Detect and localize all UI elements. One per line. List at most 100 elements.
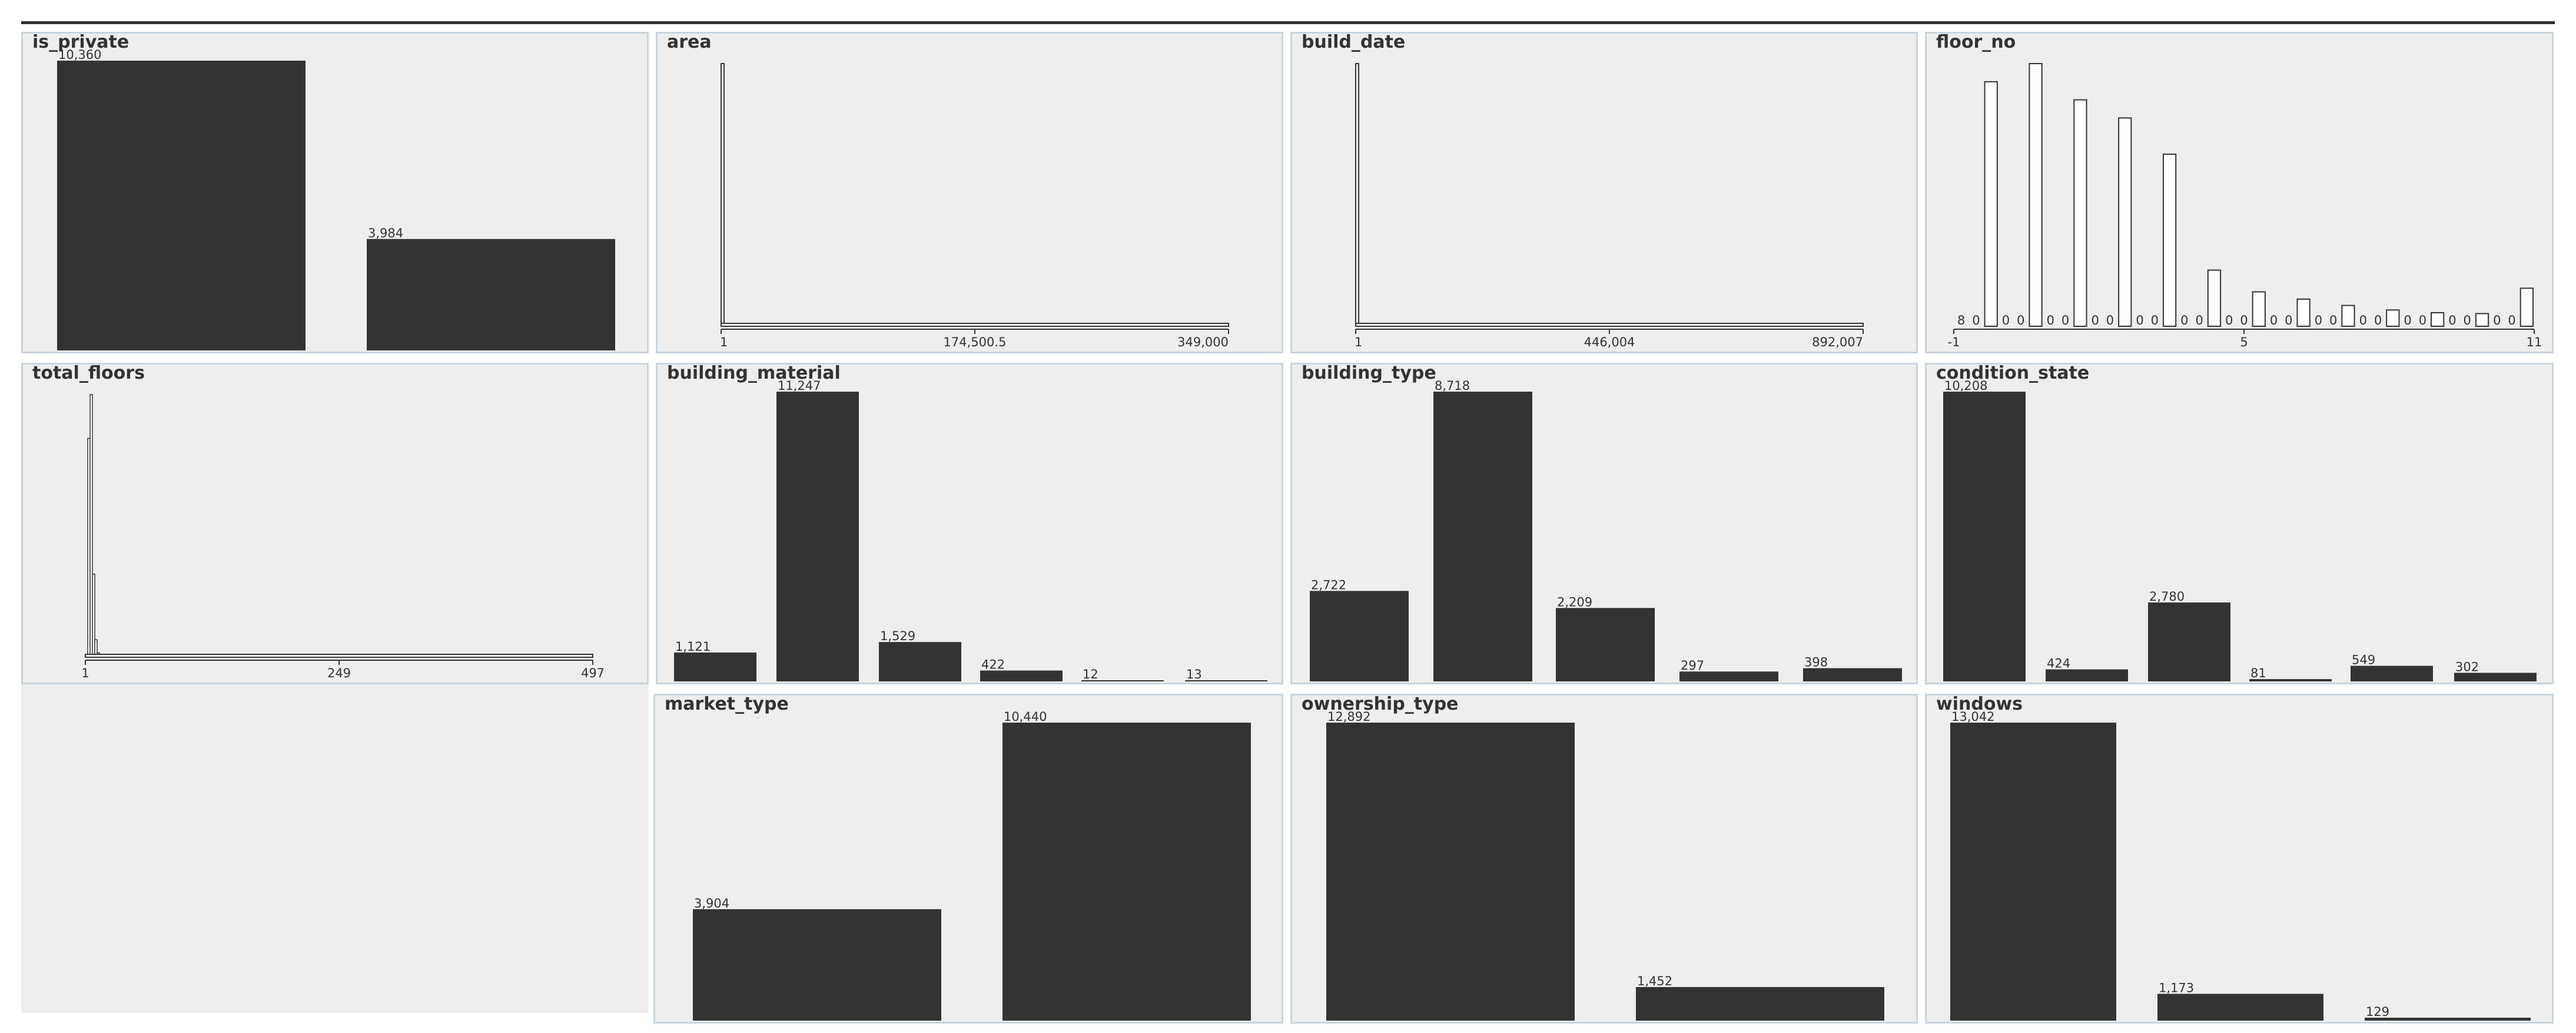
chart-panel-building-material: building_material 1,121 11,247 1,529 422 12 13: [656, 363, 1283, 684]
bar: [1433, 392, 1532, 681]
bar-value-label: 1,173: [2159, 981, 2194, 995]
x-tick-label: 892,007: [1812, 335, 1863, 349]
chart-plot: 13,042 1,173 129: [1950, 710, 2531, 1021]
bar-value-label: 0: [2419, 313, 2426, 327]
chart-panel-ownership-type: ownership_type 12,892 1,452: [1290, 694, 1918, 1024]
chart-title: area: [663, 34, 715, 52]
bar-value-label: 422: [981, 658, 1005, 672]
bar-value-label: 0: [2151, 313, 2159, 327]
chart-plot: 1 446,004 892,007: [1355, 63, 1864, 349]
bar: [1984, 81, 1998, 327]
bar-value-label: 0: [2374, 313, 2382, 327]
x-tick-label: 1: [1355, 335, 1362, 349]
bar-value-label: 0: [2002, 313, 2010, 327]
bar: [1185, 680, 1267, 681]
bar: [2365, 1017, 2531, 1021]
bar-value-label: 0: [2106, 313, 2114, 327]
bar: [1326, 723, 1575, 1021]
bar: [879, 642, 961, 681]
bar-value-label: 12: [1083, 667, 1098, 681]
bar: [2351, 666, 2433, 681]
bar-value-label: 11,247: [778, 379, 821, 393]
bar: [57, 61, 306, 350]
bar-value-label: 8,718: [1435, 379, 1470, 393]
bar-value-label: 0: [2047, 313, 2054, 327]
bar: [2249, 679, 2332, 681]
bar: [367, 239, 615, 350]
x-tick-label: -1: [1948, 335, 1960, 349]
chart-panel-floor-no: floor_no 8 0 0 0 0 0 0 0 0 0 0 0 0 0 0 0 0 0 0 0 0 0 0 0 0 0 -1 5 11: [1925, 32, 2554, 353]
bar-value-label: 0: [2285, 313, 2292, 327]
bar: [2157, 994, 2323, 1021]
bar-value-label: 0: [2195, 313, 2203, 327]
chart-plot: 2,722 8,718 2,209 297 398: [1310, 379, 1902, 681]
chart-plot: 10,360 3,984: [57, 48, 615, 350]
bar: [1803, 668, 1902, 681]
chart-plot: 1 249 497: [81, 394, 605, 680]
bar: [2207, 269, 2222, 327]
x-tick-label: 11: [2527, 335, 2542, 349]
chart-panel-condition-state: condition_state 10,208 424 2,780 81 549 302: [1925, 363, 2554, 684]
bar: [2475, 313, 2489, 327]
bar: [1081, 680, 1164, 681]
bar: [674, 652, 756, 681]
top-divider: [21, 21, 2555, 24]
bar: [693, 909, 941, 1021]
bar-value-label: 0: [2359, 313, 2367, 327]
x-tick-label: 1: [720, 335, 728, 349]
bar: [2296, 298, 2311, 327]
bar: [1943, 392, 2026, 681]
chart-title: ownership_type: [1298, 696, 1462, 714]
bar-value-label: 0: [2508, 313, 2515, 327]
chart-plot: 1,121 11,247 1,529 422 12 13: [674, 379, 1267, 681]
bar-value-label: 10,440: [1004, 710, 1047, 724]
chart-panel-build-date: build_date 1 446,004 892,007: [1290, 32, 1918, 353]
bar-value-label: 549: [2352, 653, 2375, 667]
bar: [1636, 987, 1884, 1021]
bar-value-label: 81: [2250, 666, 2266, 680]
bar: [980, 670, 1063, 681]
chart-title: floor_no: [1933, 34, 2020, 52]
bar-value-label: 0: [2464, 313, 2471, 327]
x-tick-label: 174,500.5: [944, 335, 1007, 349]
bar: [776, 392, 859, 681]
x-tick-label: 497: [581, 666, 605, 680]
bar-value-label: 0: [2270, 313, 2278, 327]
bar-value-label: 3,904: [694, 896, 729, 911]
bar-value-label: 10,208: [1944, 379, 1987, 393]
bar: [2162, 153, 2177, 327]
bar-value-label: 297: [1681, 658, 1704, 673]
bar-value-label: 12,892: [1327, 710, 1370, 724]
chart-plot: 10,208 424 2,780 81 549 302: [1943, 379, 2537, 681]
bar: [2386, 309, 2400, 327]
chart-title: total_floors: [29, 365, 148, 383]
bar: [2431, 312, 2445, 327]
bar: [2341, 304, 2355, 327]
chart-panel-building-type: building_type 2,722 8,718 2,209 297 398: [1290, 363, 1918, 684]
bar: [1355, 323, 1864, 327]
chart-title: is_private: [29, 34, 133, 52]
bar: [721, 63, 725, 327]
bar-value-label: 13,042: [1951, 710, 1994, 724]
bar-value-label: 0: [2017, 313, 2024, 327]
bar-value-label: 1,121: [675, 640, 711, 654]
bar: [1679, 671, 1778, 681]
bar: [1355, 63, 1359, 327]
bar-value-label: 0: [2240, 313, 2248, 327]
chart-panel-market-type: market_type 3,904 10,440: [653, 694, 1283, 1024]
bar-value-label: 302: [2455, 660, 2479, 674]
bar-value-label: 2,780: [2149, 590, 2185, 604]
bar-value-label: 2,722: [1311, 578, 1346, 592]
bar-value-label: 1,529: [880, 629, 915, 643]
bar: [2073, 99, 2087, 327]
bar-value-label: 0: [2091, 313, 2099, 327]
bar-value-label: 0: [2136, 313, 2143, 327]
chart-title: building_material: [663, 365, 844, 383]
bar-value-label: 0: [2180, 313, 2188, 327]
bar: [2252, 291, 2266, 327]
bar: [721, 323, 1229, 327]
x-tick-label: 349,000: [1177, 335, 1229, 349]
x-tick-label: 1: [81, 666, 89, 680]
bar-value-label: 8: [1957, 313, 1965, 327]
